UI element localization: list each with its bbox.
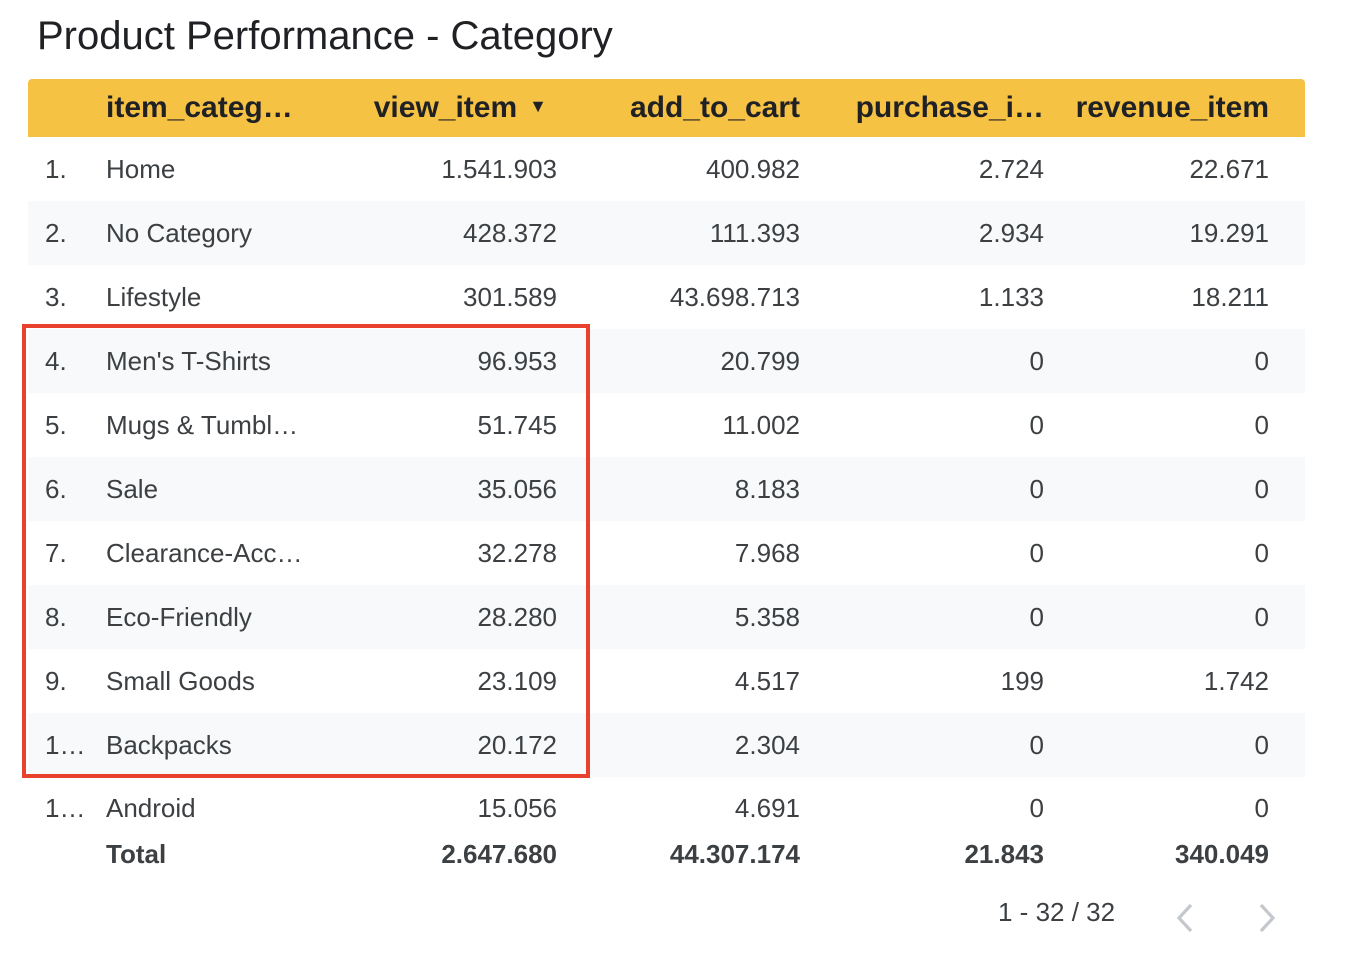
row-category: Men's T-Shirts — [106, 345, 271, 376]
sort-descending-icon: ▼ — [529, 95, 547, 116]
row-purchase-item: 0 — [1029, 537, 1044, 568]
row-add-to-cart: 4.517 — [734, 665, 800, 696]
total-purchase-item: 21.843 — [964, 838, 1044, 869]
row-index: 1… — [45, 792, 86, 823]
header-view-item[interactable]: view_item ▼ — [322, 91, 557, 125]
row-index: 3. — [45, 281, 67, 312]
row-add-to-cart: 4.691 — [734, 792, 800, 823]
row-view-item: 23.109 — [477, 665, 557, 696]
row-category: Mugs & Tumbl… — [106, 409, 299, 440]
row-view-item: 51.745 — [477, 409, 557, 440]
table-row[interactable]: 9. Small Goods 23.109 4.517 199 1.742 — [28, 649, 1305, 713]
row-index: 2. — [45, 217, 67, 248]
table-row[interactable]: 1. Home 1.541.903 400.982 2.724 22.671 — [28, 137, 1305, 201]
row-index: 6. — [45, 473, 67, 504]
row-purchase-item: 0 — [1029, 345, 1044, 376]
row-add-to-cart: 20.799 — [720, 345, 800, 376]
row-revenue-item: 0 — [1254, 345, 1269, 376]
table-row[interactable]: 8. Eco-Friendly 28.280 5.358 0 0 — [28, 585, 1305, 649]
row-purchase-item: 0 — [1029, 409, 1044, 440]
row-index: 8. — [45, 601, 67, 632]
row-view-item: 32.278 — [477, 537, 557, 568]
row-view-item: 15.056 — [477, 792, 557, 823]
table-row[interactable]: 6. Sale 35.056 8.183 0 0 — [28, 457, 1305, 521]
row-add-to-cart: 111.393 — [709, 217, 800, 248]
row-index: 7. — [45, 537, 67, 568]
header-purchase-item[interactable]: purchase_i… — [855, 91, 1044, 124]
row-add-to-cart: 5.358 — [734, 601, 800, 632]
row-index: 5. — [45, 409, 67, 440]
table-row[interactable]: 5. Mugs & Tumbl… 51.745 11.002 0 0 — [28, 393, 1305, 457]
total-add-to-cart: 44.307.174 — [669, 838, 800, 869]
row-view-item: 35.056 — [477, 473, 557, 504]
row-index: 1. — [45, 153, 67, 184]
row-revenue-item: 18.211 — [1191, 281, 1269, 312]
row-add-to-cart: 43.698.713 — [669, 281, 800, 312]
pagination-label: 1 - 32 / 32 — [998, 897, 1116, 927]
row-revenue-item: 19.291 — [1189, 217, 1269, 248]
row-revenue-item: 0 — [1254, 729, 1269, 760]
row-revenue-item: 0 — [1254, 473, 1269, 504]
row-view-item: 96.953 — [477, 345, 557, 376]
table-row[interactable]: 3. Lifestyle 301.589 43.698.713 1.133 18.211 — [28, 265, 1305, 329]
row-view-item: 301.589 — [463, 281, 557, 312]
row-index: 4. — [45, 345, 67, 376]
row-add-to-cart: 2.304 — [734, 729, 800, 760]
row-revenue-item: 0 — [1254, 601, 1269, 632]
total-view-item: 2.647.680 — [441, 838, 557, 869]
row-add-to-cart: 400.982 — [706, 153, 800, 184]
row-purchase-item: 1.133 — [978, 281, 1044, 312]
row-category: Android — [106, 792, 196, 823]
page-title: Product Performance - Category — [37, 14, 613, 58]
row-category: Backpacks — [106, 729, 232, 760]
row-category: Eco-Friendly — [106, 601, 252, 632]
table-header: item_categ… view_item ▼ add_to_cart purch… — [28, 79, 1305, 137]
header-view-item-label: view_item — [373, 91, 518, 124]
row-revenue-item: 0 — [1254, 537, 1269, 568]
chevron-left-icon[interactable] — [1170, 898, 1200, 938]
row-view-item: 20.172 — [477, 729, 557, 760]
header-revenue-item[interactable]: revenue_item — [1075, 91, 1269, 124]
row-purchase-item: 2.934 — [978, 217, 1044, 248]
row-purchase-item: 0 — [1029, 792, 1044, 823]
chevron-right-icon[interactable] — [1252, 898, 1282, 938]
table-row[interactable]: 1… Backpacks 20.172 2.304 0 0 — [28, 713, 1305, 777]
row-add-to-cart: 11.002 — [722, 409, 800, 440]
row-purchase-item: 0 — [1029, 473, 1044, 504]
data-table: item_categ… view_item ▼ add_to_cart purch… — [28, 79, 1305, 869]
total-revenue-item: 340.049 — [1175, 838, 1269, 869]
row-category: No Category — [106, 217, 252, 248]
row-revenue-item: 0 — [1254, 792, 1269, 823]
row-view-item: 28.280 — [477, 601, 557, 632]
row-revenue-item: 1.742 — [1203, 665, 1269, 696]
row-purchase-item: 199 — [1000, 665, 1044, 696]
row-revenue-item: 0 — [1254, 409, 1269, 440]
total-label: Total — [106, 838, 167, 869]
table-row[interactable]: 7. Clearance-Acc… 32.278 7.968 0 0 — [28, 521, 1305, 585]
row-purchase-item: 0 — [1029, 601, 1044, 632]
header-item-category[interactable]: item_categ… — [106, 91, 293, 124]
row-view-item: 428.372 — [463, 217, 557, 248]
row-view-item: 1.541.903 — [441, 153, 557, 184]
row-category: Lifestyle — [106, 281, 202, 312]
header-add-to-cart[interactable]: add_to_cart — [629, 91, 800, 124]
row-add-to-cart: 7.968 — [734, 537, 800, 568]
row-category: Home — [106, 153, 176, 184]
row-category: Small Goods — [106, 665, 255, 696]
row-category: Clearance-Acc… — [106, 537, 303, 568]
table-row[interactable]: 2. No Category 428.372 111.393 2.934 19.291 — [28, 201, 1305, 265]
row-add-to-cart: 8.183 — [734, 473, 800, 504]
row-category: Sale — [106, 473, 159, 504]
table-row[interactable]: 1… Android 15.056 4.691 0 0 — [28, 777, 1305, 839]
row-revenue-item: 22.671 — [1189, 153, 1269, 184]
row-index: 9. — [45, 665, 67, 696]
row-purchase-item: 0 — [1029, 729, 1044, 760]
row-index: 1… — [45, 729, 86, 760]
table-row[interactable]: 4. Men's T-Shirts 96.953 20.799 0 0 — [28, 329, 1305, 393]
table-total-row: Total 2.647.680 44.307.174 21.843 340.04… — [28, 838, 1305, 869]
row-purchase-item: 2.724 — [978, 153, 1044, 184]
